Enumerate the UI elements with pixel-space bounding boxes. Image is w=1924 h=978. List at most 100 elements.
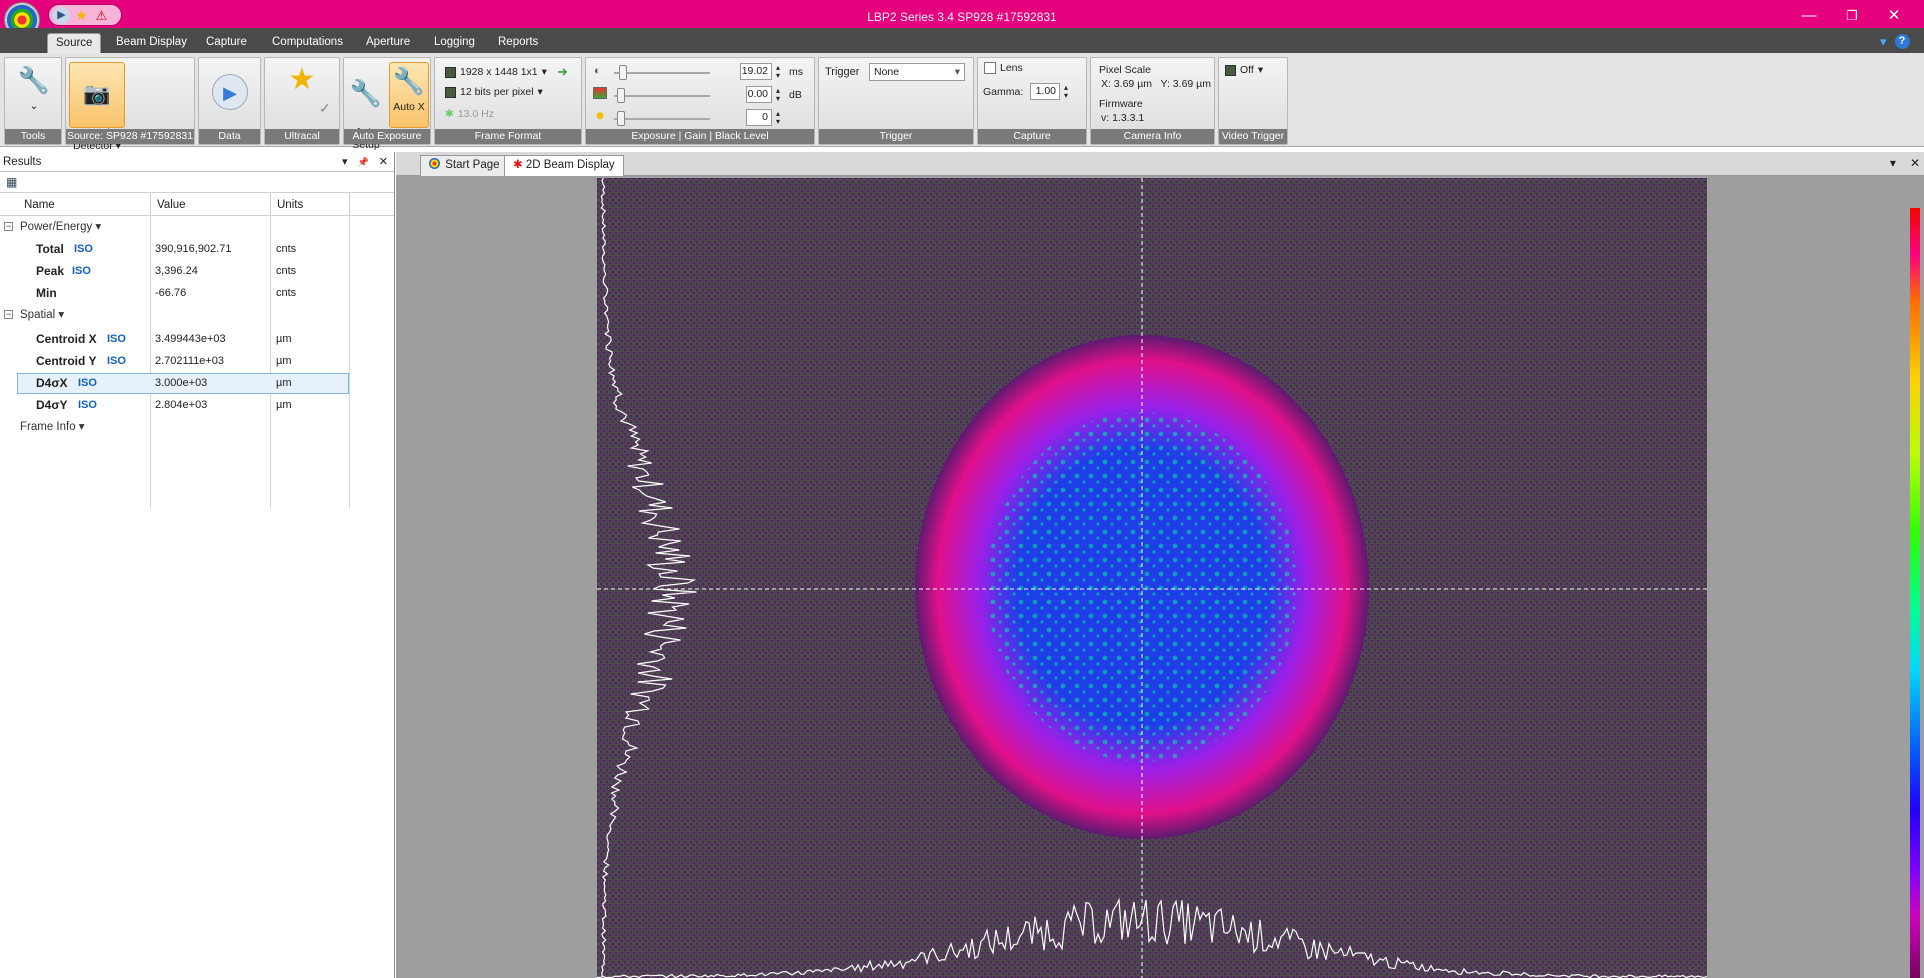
resolution-dropdown[interactable]: 1928 x 1448 1x1 ▾ ➜: [445, 64, 568, 80]
gain-input[interactable]: 0.00: [746, 86, 772, 103]
exposure-input[interactable]: 19.02: [740, 63, 772, 80]
collapse-icon[interactable]: −: [4, 309, 13, 319]
iso-link[interactable]: ISO: [78, 399, 97, 411]
beam-image[interactable]: [597, 178, 1707, 978]
video-trigger-dropdown[interactable]: Off ▾: [1225, 64, 1263, 76]
auto-x-button[interactable]: 🔧 Auto X: [389, 62, 429, 128]
gain-slider-thumb[interactable]: [617, 88, 625, 103]
group-auto-exposure: 🔧 Auto Setup 🔧 Auto X Auto Exposure: [343, 57, 431, 151]
table-row[interactable]: Min -66.76 cnts: [0, 282, 350, 304]
row-name: Centroid Y: [36, 354, 97, 368]
black-level-slider-track[interactable]: [614, 118, 710, 120]
ultracal-button[interactable]: ★: [283, 62, 321, 100]
iso-link[interactable]: ISO: [78, 377, 97, 389]
ribbon-tab-bar: Source Beam Display Capture Computations…: [0, 28, 1924, 53]
star-icon[interactable]: ★: [75, 6, 88, 23]
warning-icon[interactable]: ⚠: [95, 7, 108, 23]
lens-checkbox[interactable]: Lens: [984, 62, 1023, 74]
row-value: 3.000e+03: [155, 377, 208, 389]
spin-arrows-icon[interactable]: ▴ ▾: [1064, 82, 1069, 100]
category-spatial[interactable]: − Spatial ▾: [0, 304, 350, 326]
document-area: Start Page ✱ 2D Beam Display ▾ ✕: [396, 152, 1924, 978]
category-power-energy[interactable]: − Power/Energy ▾: [0, 216, 350, 238]
tooltip-toggle-icon[interactable]: ▾: [1880, 34, 1887, 49]
tab-2d-beam-display[interactable]: ✱ 2D Beam Display: [504, 155, 624, 176]
gamma-spinner[interactable]: 1.00 ▴ ▾: [1030, 83, 1073, 100]
group-frame-format: 1928 x 1448 1x1 ▾ ➜ 12 bits per pixel ▾ …: [434, 57, 582, 145]
wrench-icon: 🔧: [17, 65, 51, 95]
close-button[interactable]: ✕: [1887, 7, 1901, 24]
iso-link[interactable]: ISO: [74, 243, 93, 255]
table-row[interactable]: Peak ISO 3,396.24 cnts: [0, 260, 350, 282]
checkbox-icon[interactable]: [984, 62, 996, 74]
exposure-spinner[interactable]: 19.02 ▴ ▾ ms: [740, 63, 803, 80]
tab-start-page[interactable]: Start Page: [420, 155, 509, 176]
spin-arrows-icon[interactable]: ▴ ▾: [776, 85, 781, 103]
tab-computations[interactable]: Computations: [272, 36, 343, 48]
trigger-caption: Trigger: [825, 66, 860, 78]
column-value[interactable]: Value: [151, 193, 271, 215]
gain-spinner[interactable]: 0.00 ▴ ▾ dB: [746, 86, 802, 103]
close-icon[interactable]: ✕: [1909, 156, 1920, 170]
bits-dropdown[interactable]: 12 bits per pixel ▾: [445, 86, 543, 98]
table-row[interactable]: Total ISO 390,916,902.71 cnts: [0, 238, 350, 260]
black-level-spinner[interactable]: 0 ▴ ▾: [746, 109, 785, 126]
black-level-input[interactable]: 0: [746, 109, 772, 126]
tab-capture[interactable]: Capture: [206, 36, 247, 48]
row-unit: cnts: [276, 243, 297, 255]
tab-reports[interactable]: Reports: [498, 36, 539, 48]
tools-button[interactable]: 🔧 ⌄: [15, 62, 53, 113]
table-row[interactable]: Centroid X ISO 3.499443e+03 µm: [0, 328, 350, 350]
spin-arrows-icon[interactable]: ▴ ▾: [776, 108, 781, 126]
data-play-button[interactable]: ▶: [211, 62, 249, 112]
local-detector-button[interactable]: 📷 Local Detector ▾: [69, 62, 125, 152]
play-icon[interactable]: ▶: [53, 6, 70, 24]
arrow-right-icon[interactable]: ➜: [556, 64, 568, 79]
category-label: Power/Energy ▾: [20, 221, 102, 233]
restore-button[interactable]: ❐: [1846, 8, 1858, 23]
panel-menu-icon[interactable]: ▾: [342, 156, 348, 168]
row-unit: µm: [276, 399, 292, 411]
beam-canvas[interactable]: [396, 178, 1924, 978]
trigger-dropdown[interactable]: None: [869, 63, 965, 81]
tab-beam-display[interactable]: Beam Display: [116, 36, 187, 48]
tab-aperture[interactable]: Aperture: [366, 36, 411, 48]
star-icon: ★: [288, 63, 316, 96]
iso-link[interactable]: ISO: [72, 265, 91, 277]
tab-source[interactable]: Source: [47, 33, 102, 53]
row-value: 2.702111e+03: [155, 355, 225, 367]
color-palette-bar: [1910, 208, 1920, 978]
table-row-selected[interactable]: D4σX ISO 3.000e+03 µm: [0, 372, 350, 394]
iso-link[interactable]: ISO: [107, 333, 126, 345]
gain-slider-track[interactable]: [614, 95, 710, 97]
tab-list-icon[interactable]: ▾: [1889, 156, 1896, 170]
frame-rate: ✱ 13.0 Hz: [445, 108, 494, 120]
collapse-icon[interactable]: −: [4, 221, 13, 231]
category-frame-info[interactable]: Frame Info ▾: [0, 416, 350, 438]
row-value: 2.804e+03: [155, 399, 208, 411]
tab-logging[interactable]: Logging: [434, 36, 475, 48]
help-icon[interactable]: ?: [1894, 34, 1910, 49]
tab-label: Start Page: [445, 159, 500, 171]
gamma-label: Gamma:: [983, 86, 1024, 98]
table-row[interactable]: D4σY ISO 2.804e+03 µm: [0, 394, 350, 416]
gamma-input[interactable]: 1.00: [1030, 83, 1060, 100]
row-name: Total: [36, 242, 64, 256]
results-panel: Results ▾ 📌 ✕ ▦ Name Value Units − Power…: [0, 152, 395, 978]
resolution-value: 1928 x 1448 1x1: [460, 66, 538, 78]
results-options-icon[interactable]: ▦: [6, 175, 18, 189]
group-ultracal: ★ ✓ Ultracal: [264, 57, 340, 145]
spin-arrows-icon[interactable]: ▴ ▾: [776, 62, 781, 80]
minimize-button[interactable]: —: [1801, 7, 1817, 24]
column-name[interactable]: Name: [0, 193, 151, 215]
exposure-slider-track[interactable]: [614, 72, 710, 74]
close-icon[interactable]: ✕: [378, 156, 388, 168]
black-level-slider-thumb[interactable]: [617, 111, 625, 126]
pin-icon[interactable]: 📌: [357, 157, 369, 167]
group-label-tools: Tools: [5, 129, 61, 144]
exposure-slider-thumb[interactable]: [619, 65, 627, 80]
column-units[interactable]: Units: [271, 193, 350, 215]
table-row[interactable]: Centroid Y ISO 2.702111e+03 µm: [0, 350, 350, 372]
grid-divider: [349, 216, 350, 508]
iso-link[interactable]: ISO: [107, 355, 126, 367]
